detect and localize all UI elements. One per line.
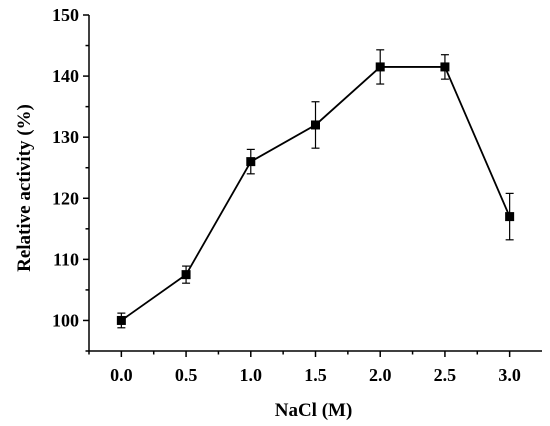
x-tick-label: 0.0: [110, 365, 133, 385]
data-markers: [116, 62, 515, 325]
data-point: [505, 212, 515, 222]
x-tick-label: 0.5: [175, 365, 198, 385]
data-point: [375, 62, 385, 72]
data-point: [181, 270, 191, 280]
x-tick-label: 1.5: [304, 365, 327, 385]
y-tick-label: 140: [52, 66, 79, 86]
y-tick-label: 150: [52, 5, 79, 25]
y-axis-ticks: 100 110 120 130 140 150: [52, 5, 89, 352]
y-axis-title: Relative activity (%): [14, 104, 35, 272]
y-tick-label: 120: [52, 188, 79, 208]
x-axis-ticks: 0.0 0.5 1.0 1.5 2.0 2.5 3.0: [88, 351, 521, 385]
data-point: [311, 120, 320, 130]
error-bars: [117, 49, 514, 329]
y-tick-label: 130: [52, 127, 79, 147]
axes: [88, 15, 542, 352]
data-point: [440, 62, 450, 72]
data-point: [116, 315, 126, 325]
y-tick-label: 110: [53, 249, 79, 269]
y-tick-label: 100: [52, 310, 79, 330]
x-tick-label: 3.0: [498, 365, 521, 385]
x-tick-label: 1.0: [240, 365, 263, 385]
x-tick-label: 2.5: [434, 365, 457, 385]
x-tick-label: 2.0: [369, 365, 392, 385]
x-axis-title: NaCl (M): [275, 400, 353, 421]
data-point: [246, 157, 256, 167]
